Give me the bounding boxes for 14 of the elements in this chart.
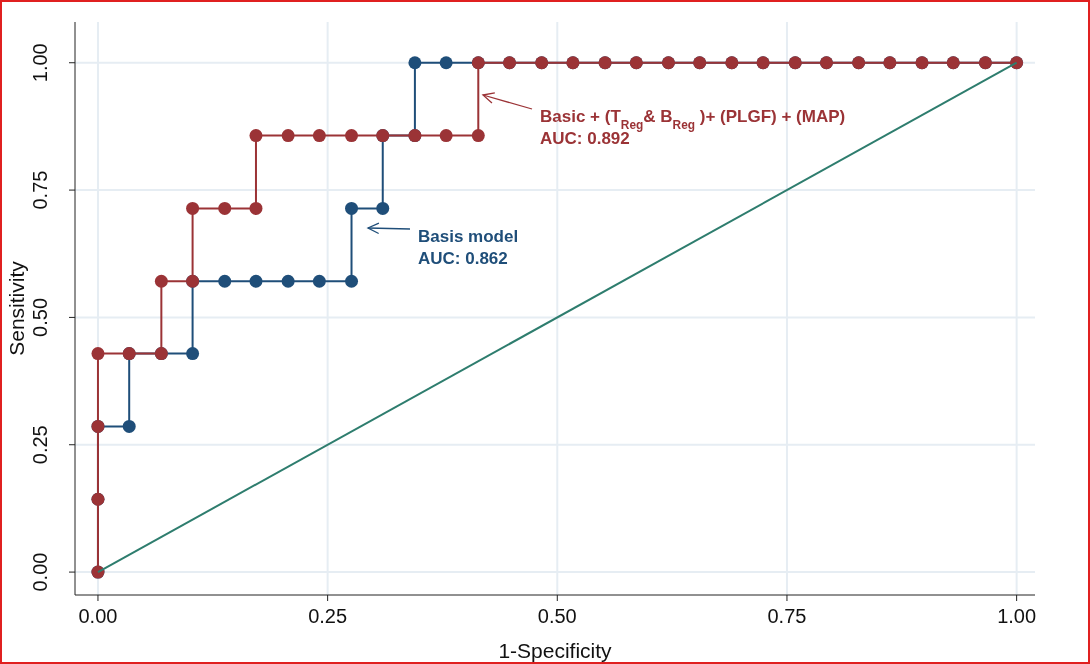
- x-tick-label: 0.75: [767, 605, 807, 627]
- y-tick-label: 0.00: [29, 552, 51, 592]
- x-tick-label: 1.00: [997, 605, 1037, 627]
- y-tick-label: 0.50: [29, 297, 51, 337]
- y-tick-label: 1.00: [29, 43, 51, 83]
- y-axis-title: Sensitivity: [5, 260, 28, 356]
- x-axis-title: 1-Specificity: [498, 639, 613, 662]
- x-tick-label: 0.00: [78, 605, 118, 627]
- x-tick-label: 0.50: [537, 605, 577, 627]
- text: Basic + (T$_{Reg}$& B$_{Reg}$ )+ (PLGF) + (MAP) AUC: 0.892: [540, 107, 846, 148]
- y-tick-label: 0.75: [29, 170, 51, 210]
- annotation: Basis model AUC: 0.862: [418, 227, 519, 268]
- x-tick-label: 0.25: [308, 605, 348, 627]
- y-tick-label: 0.25: [29, 425, 51, 465]
